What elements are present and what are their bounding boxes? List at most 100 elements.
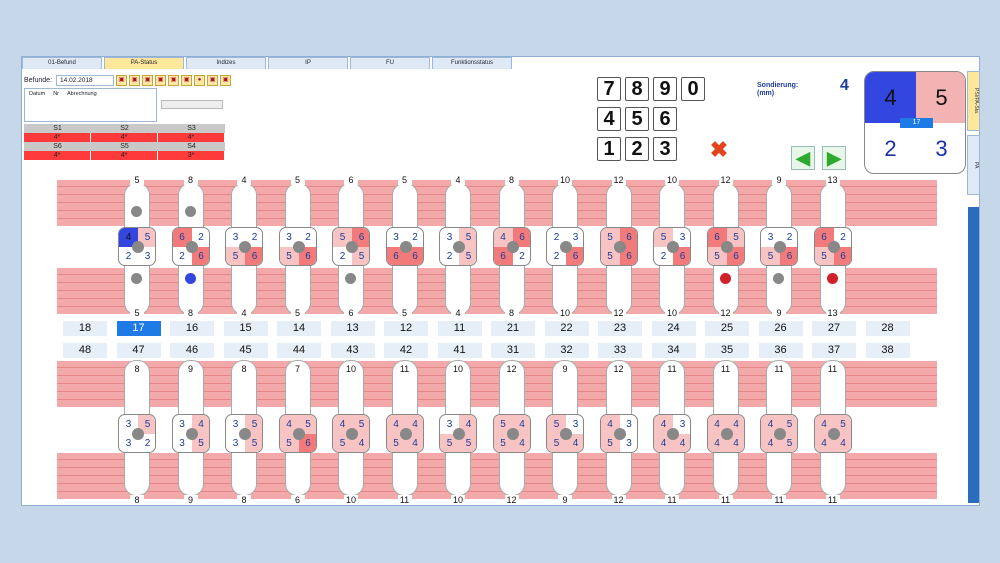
tooth-quadrant[interactable]: 6 (673, 247, 690, 265)
tooth-icon[interactable]: ▣ (220, 74, 232, 86)
tooth-quadrant[interactable]: 3 (144, 251, 151, 262)
tooth-icon[interactable]: ▣ (181, 74, 193, 86)
tooth-number[interactable]: 42 (384, 343, 428, 358)
selected-q2[interactable]: 5 (916, 72, 965, 123)
tooth-quadrant[interactable]: 2 (179, 251, 185, 262)
tooth-number[interactable]: 36 (758, 343, 803, 358)
tooth-quadrant[interactable]: 5 (707, 247, 727, 265)
tooth-quadrant[interactable]: 3 (626, 419, 632, 430)
tooth-number[interactable]: 47 (116, 343, 161, 358)
tooth-quadrant[interactable]: 2 (553, 251, 560, 262)
befund-list[interactable]: Datum Nr Abrechnung (24, 88, 157, 122)
tooth-number[interactable]: 23 (598, 321, 642, 336)
tooth-quadrant[interactable]: 5 (245, 434, 262, 452)
tooth-quadrant[interactable]: 6 (780, 247, 797, 265)
tooth-number[interactable]: 33 (598, 343, 642, 358)
tooth-number[interactable]: 13 (330, 321, 375, 336)
tooth-number[interactable]: 28 (865, 321, 910, 336)
side-tab-psi[interactable]: PSI/PA-Sta. (967, 71, 980, 131)
date-select[interactable]: 14.02.2018 (56, 74, 115, 86)
keypad-key-0[interactable]: 0 (681, 77, 705, 101)
tooth-quadrant[interactable]: 4 (566, 434, 583, 452)
list-header-datum[interactable]: Datum (29, 91, 46, 97)
tooth-quadrant[interactable]: 2 (446, 251, 453, 262)
tooth-quadrant[interactable]: 5 (279, 434, 299, 452)
keypad-key-1[interactable]: 1 (597, 137, 621, 161)
tooth-quadrant[interactable]: 5 (459, 434, 476, 452)
keypad-key-8[interactable]: 8 (625, 77, 649, 101)
tooth-quadrant[interactable]: 3 (572, 232, 579, 243)
tooth-icon[interactable]: ▣ (207, 74, 219, 86)
tooth-quadrant[interactable]: 2 (144, 438, 151, 449)
tooth-quadrant[interactable]: 3 (626, 438, 632, 449)
keypad-key-5[interactable]: 5 (625, 107, 649, 131)
tooth-quadrant[interactable]: 6 (386, 247, 406, 265)
tooth-quadrant[interactable]: 3 (179, 438, 185, 449)
tab-ip[interactable]: IP (268, 57, 348, 69)
tooth-number[interactable]: 35 (705, 343, 749, 358)
folder-icon[interactable]: ▣ (116, 74, 128, 86)
tooth-quadrant[interactable]: 3 (286, 232, 292, 243)
tooth-quadrant[interactable]: 5 (814, 247, 834, 265)
tooth-quadrant[interactable]: 2 (198, 232, 204, 243)
tooth-number[interactable]: 18 (63, 321, 107, 336)
tooth-number[interactable]: 31 (491, 343, 535, 358)
tooth-number[interactable]: 27 (812, 321, 856, 336)
tooth-quadrant[interactable]: 2 (305, 232, 311, 243)
tooth-quadrant[interactable]: 5 (279, 247, 299, 265)
tooth-number[interactable]: 43 (330, 343, 375, 358)
tooth-quadrant[interactable]: 2 (339, 251, 346, 262)
selected-q3[interactable]: 2 (884, 136, 897, 161)
tooth-quadrant[interactable]: 5 (780, 434, 797, 452)
sextant-value[interactable]: 4* (91, 133, 158, 142)
tab-fu[interactable]: FU (350, 57, 430, 69)
tooth-quadrant[interactable]: 3 (125, 419, 132, 430)
tooth-number[interactable]: 24 (651, 321, 696, 336)
tooth-quadrant[interactable]: 3 (393, 232, 399, 243)
tooth-quadrant[interactable]: 2 (660, 251, 667, 262)
tooth-quadrant[interactable]: 3 (232, 419, 239, 430)
tooth-quadrant[interactable]: 3 (179, 419, 185, 430)
sextant-value[interactable]: 4* (24, 133, 91, 142)
selected-q4[interactable]: 3 (935, 136, 948, 161)
tab-indizes[interactable]: Indizes (186, 57, 266, 69)
tooth-number[interactable]: 48 (63, 343, 107, 358)
keypad-key-2[interactable]: 2 (625, 137, 649, 161)
tooth-quadrant[interactable]: 3 (232, 232, 239, 243)
tooth-quadrant[interactable]: 2 (412, 232, 418, 243)
tooth-quadrant[interactable]: 4 (814, 434, 834, 452)
arrow-right-button[interactable]: ▶ (822, 146, 846, 170)
arrow-left-button[interactable]: ◀ (791, 146, 815, 170)
tooth-number[interactable]: 22 (544, 321, 589, 336)
tooth-quadrant[interactable]: 2 (553, 232, 560, 243)
tooth-quadrant[interactable]: 3 (679, 232, 686, 243)
keypad-key-3[interactable]: 3 (653, 137, 677, 161)
tooth-quadrant[interactable]: 6 (493, 247, 513, 265)
blood-drop-icon[interactable]: ● (194, 74, 206, 86)
tooth-number[interactable]: 45 (223, 343, 268, 358)
tooth-quadrant[interactable]: 2 (840, 232, 846, 243)
tooth-number[interactable]: 25 (705, 321, 749, 336)
keypad-key-7[interactable]: 7 (597, 77, 621, 101)
tooth-number[interactable]: 37 (812, 343, 856, 358)
